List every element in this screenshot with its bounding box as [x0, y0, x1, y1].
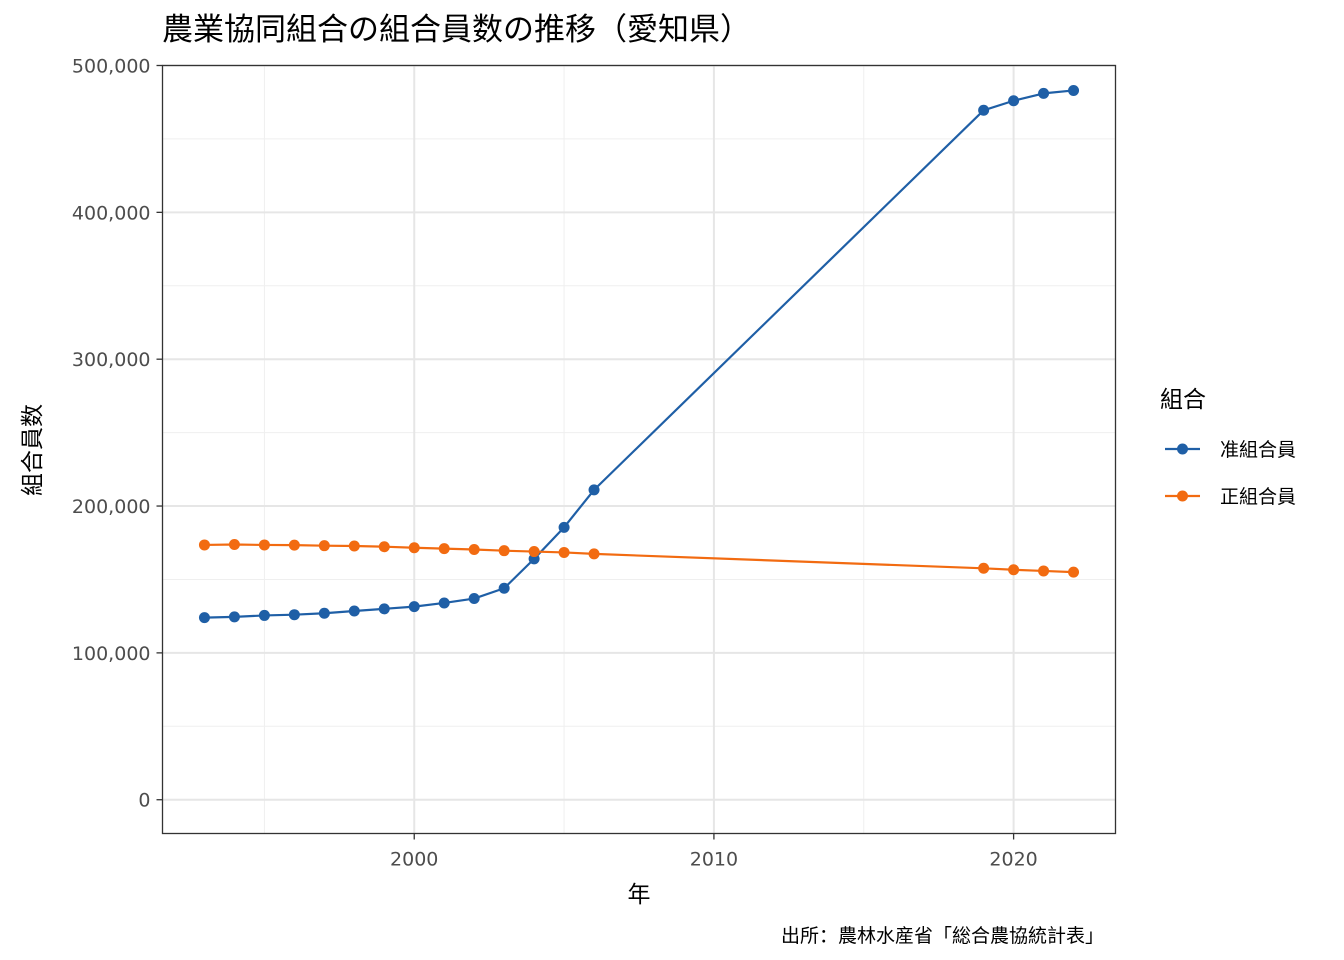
y-axis-ticks: 0 100,000 200,000 300,000 400,000 500,000 [72, 56, 163, 812]
data-point [1038, 565, 1050, 577]
x-tick-label: 2000 [390, 849, 438, 871]
data-point [348, 540, 360, 552]
plot-panel-border [161, 64, 1117, 835]
data-point [558, 521, 570, 533]
data-point [528, 546, 540, 558]
data-point [558, 546, 570, 558]
data-point [588, 548, 600, 560]
data-point [1008, 95, 1020, 107]
series-layer [198, 84, 1080, 624]
major-grid-x [413, 65, 1015, 834]
data-point [468, 544, 480, 556]
y-axis-title: 組合員数 [20, 404, 46, 496]
y-tick-label: 200,000 [72, 496, 151, 518]
data-point [348, 605, 360, 617]
legend-key-point [1177, 443, 1188, 455]
data-point [198, 612, 210, 624]
data-point [1038, 87, 1050, 99]
data-point [288, 609, 300, 621]
data-point [378, 541, 390, 553]
data-point [258, 539, 270, 551]
series-2 [198, 539, 1080, 578]
data-point [228, 611, 240, 623]
data-point [1008, 564, 1020, 576]
data-point [498, 545, 510, 557]
x-tick-label: 2020 [989, 849, 1037, 871]
y-tick-label: 0 [138, 790, 150, 812]
data-point [228, 539, 240, 551]
data-point [1068, 566, 1080, 578]
x-axis-title: 年 [628, 882, 651, 908]
minor-grid-x [263, 65, 865, 834]
data-point [438, 597, 450, 609]
data-point [978, 104, 990, 116]
y-tick-label: 400,000 [72, 202, 151, 224]
data-point [588, 484, 600, 496]
legend-title: 組合 [1160, 387, 1206, 413]
series-line [204, 543, 1074, 574]
x-tick-label: 2010 [690, 849, 738, 871]
data-point [1068, 84, 1080, 96]
data-point [408, 542, 420, 554]
legend-key-point [1177, 490, 1188, 502]
data-point [318, 540, 330, 552]
x-axis-ticks: 2000 2010 2020 [390, 833, 1038, 871]
source-caption: 出所：農林水産省「総合農協統計表」 [781, 925, 1104, 947]
data-point [198, 539, 210, 551]
legend-item: 正組合員 [1165, 486, 1296, 508]
y-tick-label: 500,000 [72, 56, 151, 78]
series-1 [198, 84, 1080, 624]
series-line [204, 89, 1074, 619]
y-tick-label: 300,000 [72, 349, 151, 371]
data-point [468, 593, 480, 605]
data-point [378, 603, 390, 615]
chart-title: 農業協同組合の組合員数の推移（愛知県） [162, 12, 751, 48]
data-point [978, 562, 990, 574]
data-point [498, 582, 510, 594]
data-point [408, 601, 420, 613]
legend-label: 准組合員 [1220, 439, 1296, 461]
data-point [318, 607, 330, 619]
legend-label: 正組合員 [1220, 486, 1296, 508]
data-point [288, 539, 300, 551]
data-point [258, 609, 270, 621]
legend-item: 准組合員 [1165, 439, 1296, 461]
y-tick-label: 100,000 [72, 643, 151, 665]
minor-grid-y [162, 138, 1116, 727]
data-point [438, 543, 450, 555]
